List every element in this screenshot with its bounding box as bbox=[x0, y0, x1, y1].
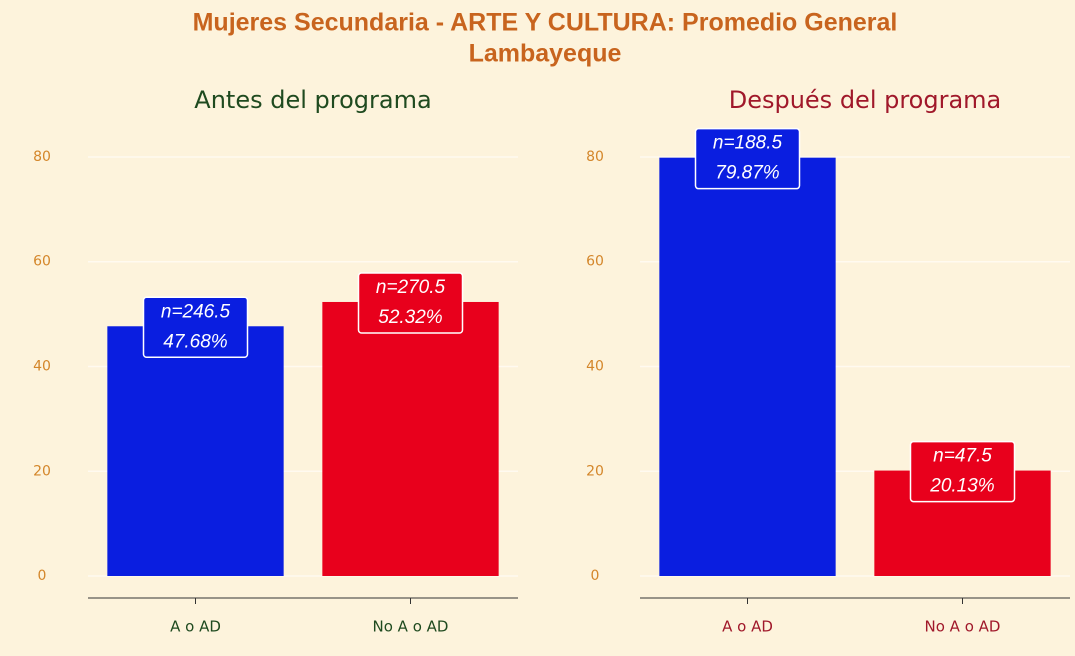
bar bbox=[107, 326, 284, 577]
y-tick-label: 60 bbox=[33, 254, 51, 270]
panel-title: Antes del programa bbox=[194, 86, 431, 114]
y-tick-label: 20 bbox=[586, 463, 604, 479]
label-box bbox=[694, 127, 801, 190]
x-tick-label: No A o AD bbox=[373, 618, 449, 636]
panel-title: Después del programa bbox=[729, 86, 1002, 114]
data-label: 52.32% bbox=[378, 307, 443, 328]
x-tick-label: A o AD bbox=[170, 618, 221, 636]
count-label: n=246.5 bbox=[161, 301, 231, 322]
label-box bbox=[357, 272, 464, 334]
y-tick-label: 80 bbox=[33, 149, 51, 165]
y-tick-label: 80 bbox=[586, 149, 604, 165]
x-tick-label: No A o AD bbox=[925, 618, 1001, 636]
chart-title: Lambayeque bbox=[469, 40, 622, 68]
y-tick-label: 40 bbox=[586, 359, 604, 375]
y-tick-label: 0 bbox=[38, 568, 47, 584]
data-label: 79.87% bbox=[715, 163, 780, 184]
bar bbox=[322, 301, 499, 577]
label-box bbox=[142, 296, 249, 359]
label-box bbox=[909, 440, 1016, 503]
y-tick-label: 20 bbox=[33, 463, 51, 479]
chart-title: Mujeres Secundaria - ARTE Y CULTURA: Pro… bbox=[193, 9, 898, 37]
count-label: n=188.5 bbox=[713, 133, 783, 154]
y-tick-label: 0 bbox=[591, 568, 600, 584]
bar bbox=[659, 157, 836, 577]
data-label: 47.68% bbox=[163, 331, 228, 352]
count-label: n=47.5 bbox=[933, 446, 992, 467]
data-label: 20.13% bbox=[929, 476, 995, 497]
y-tick-label: 40 bbox=[33, 359, 51, 375]
x-tick-label: A o AD bbox=[722, 618, 773, 636]
count-label: n=270.5 bbox=[376, 277, 446, 298]
y-tick-label: 60 bbox=[586, 254, 604, 270]
